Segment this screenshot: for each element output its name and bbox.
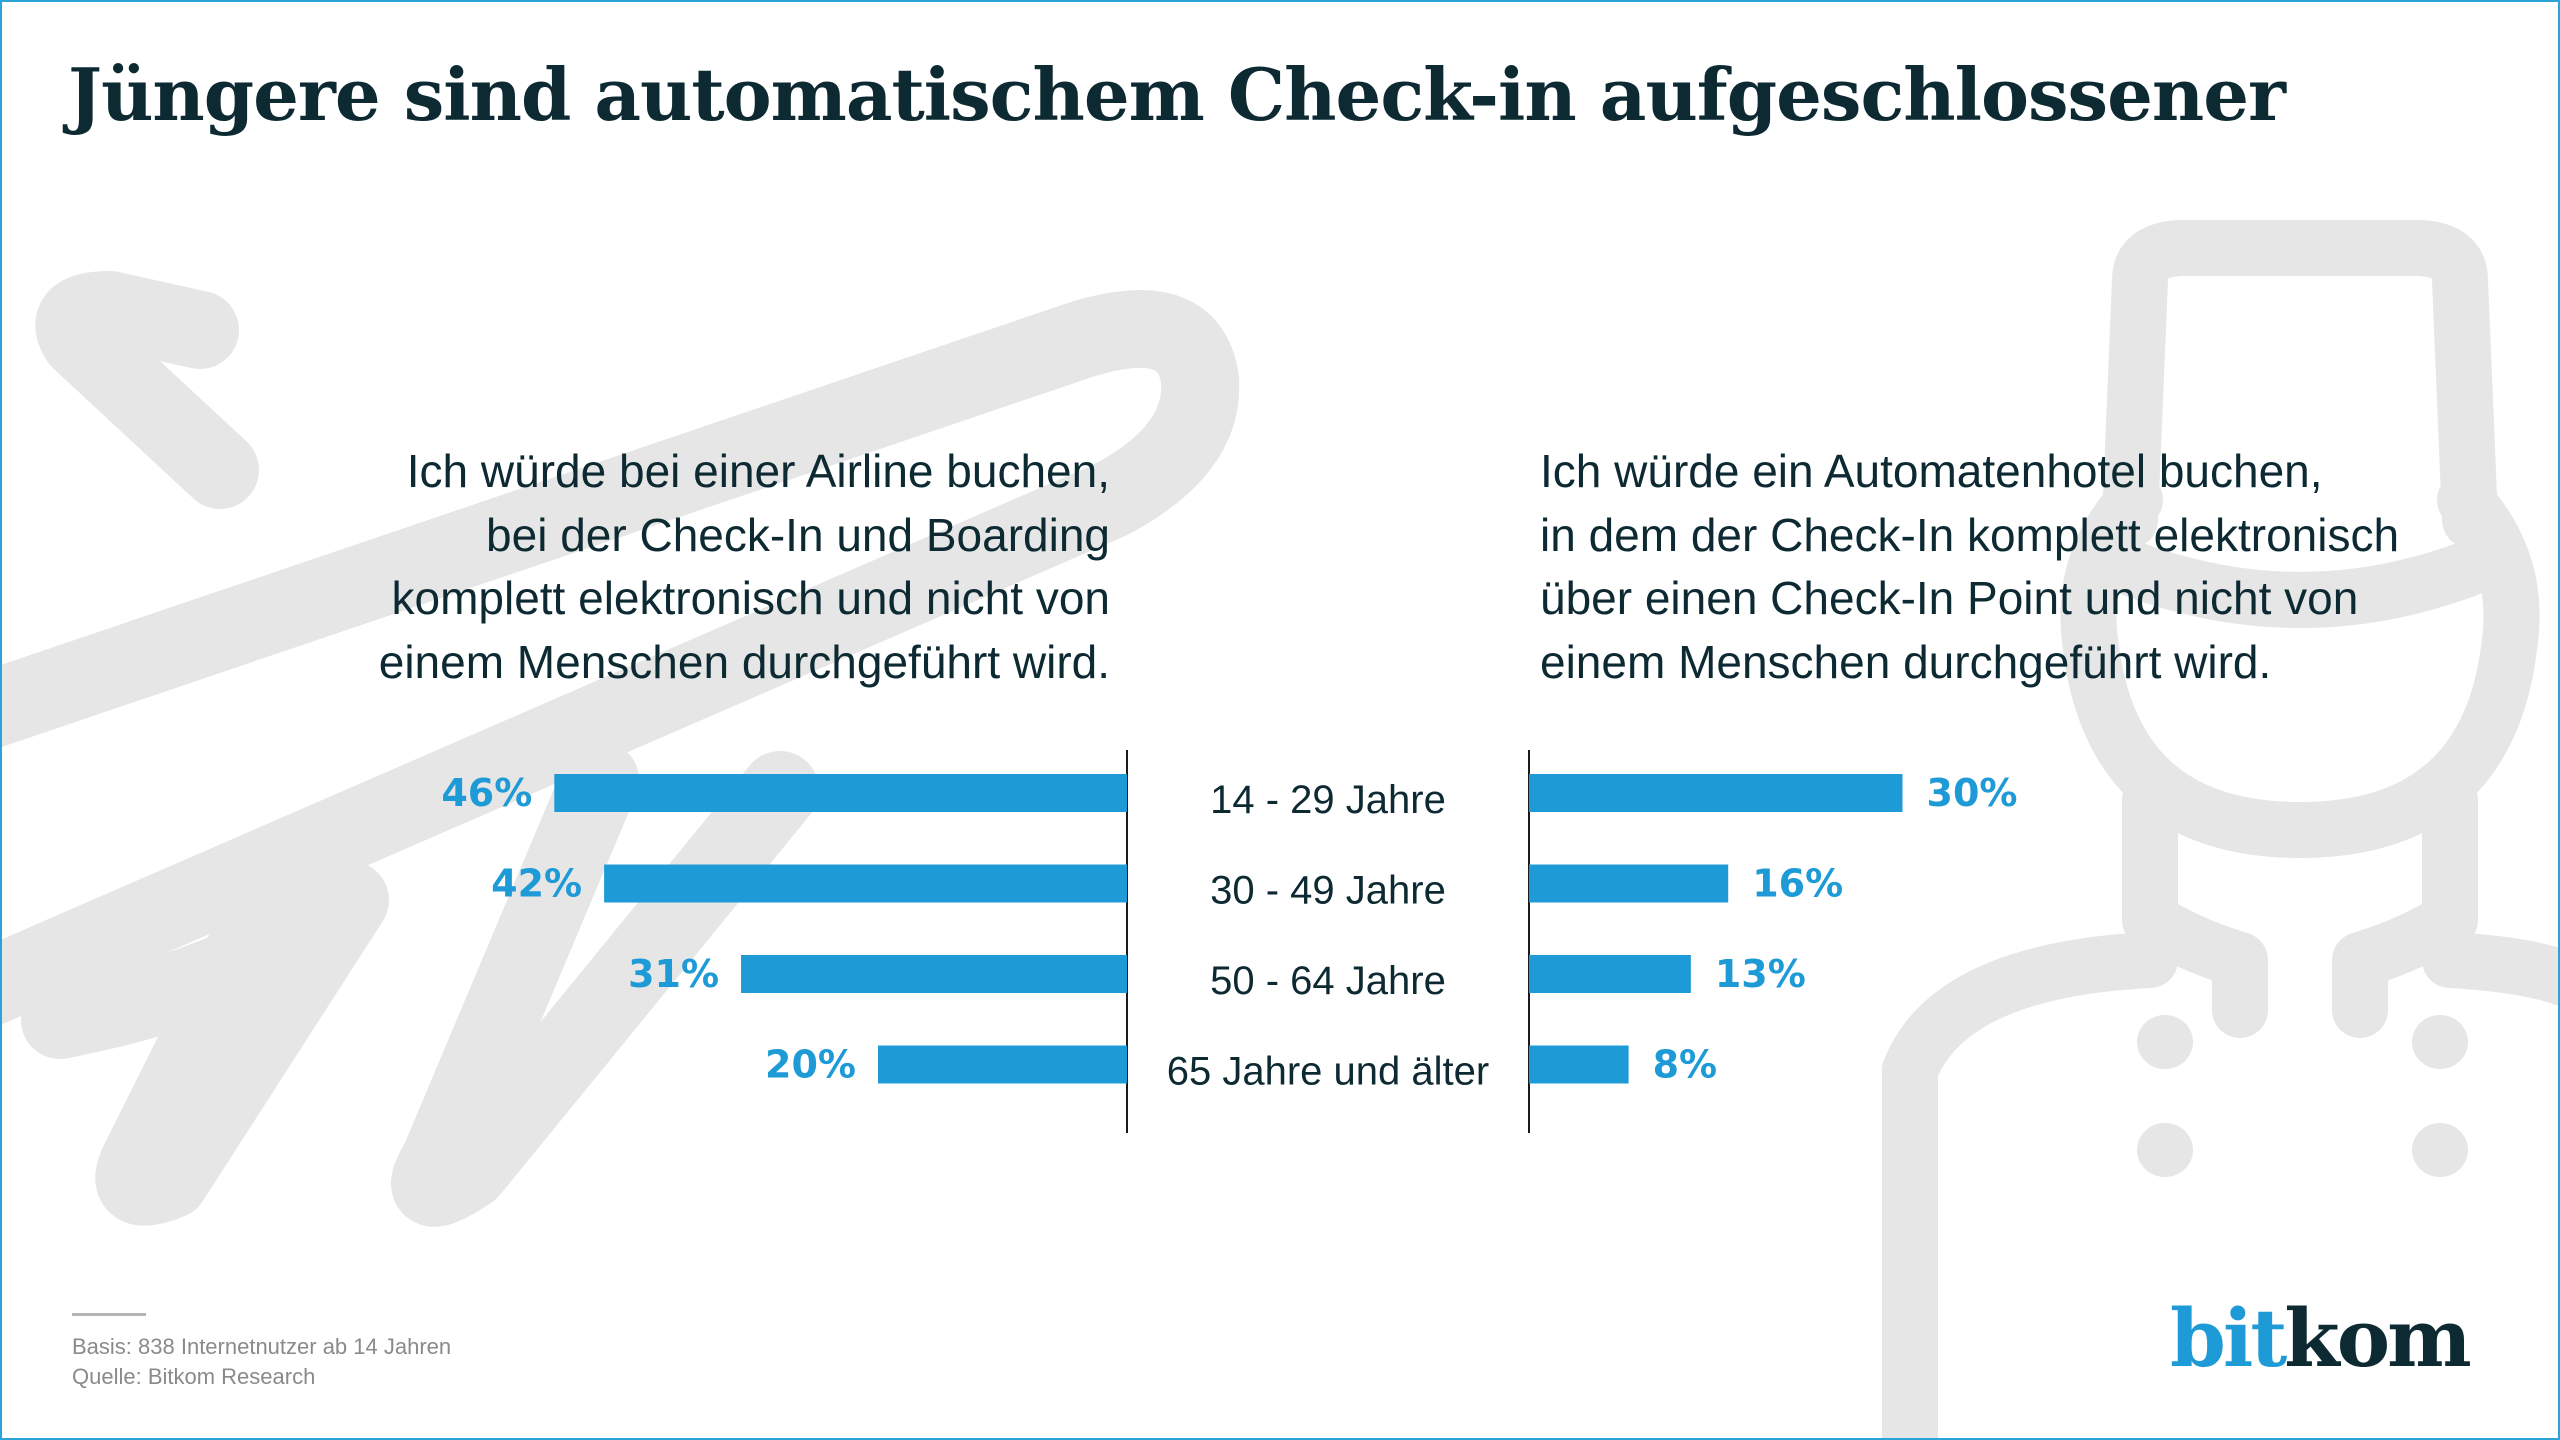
category-label: 65 Jahre und älter	[1167, 1050, 1489, 1094]
left-value-label: 20%	[765, 1043, 856, 1087]
left-question-line: einem Menschen durchgeführt wird.	[378, 635, 1110, 688]
footnote-source: Quelle: Bitkom Research	[72, 1364, 316, 1389]
right-question-line: in dem der Check-In komplett elektronisc…	[1540, 508, 2400, 561]
right-question-line: über einen Check-In Point und nicht von	[1540, 572, 2359, 624]
category-label: 30 - 49 Jahre	[1210, 869, 1446, 913]
logo-part-kom: kom	[2284, 1291, 2471, 1385]
right-value-label: 8%	[1653, 1043, 1718, 1087]
category-label: 14 - 29 Jahre	[1210, 778, 1446, 822]
category-labels: 14 - 29 Jahre 30 - 49 Jahre 50 - 64 Jahre 6…	[1167, 778, 1489, 1094]
left-bar	[878, 1045, 1127, 1084]
button-dot	[2412, 1015, 2468, 1069]
bellboy-buttons	[2137, 1015, 2468, 1177]
left-bar	[554, 774, 1127, 812]
chart-title: Jüngere sind automatischem Check-in aufg…	[68, 52, 2286, 137]
left-value-labels: 46% 42% 31% 20%	[441, 771, 856, 1087]
button-dot	[2137, 1123, 2193, 1177]
right-value-label: 30%	[1927, 771, 2018, 815]
left-bars	[554, 774, 1127, 1084]
right-bars	[1529, 774, 1903, 1084]
right-question-line: einem Menschen durchgeführt wird.	[1540, 635, 2272, 688]
right-question-line: Ich würde ein Automatenhotel buchen,	[1540, 445, 2323, 497]
category-label: 50 - 64 Jahre	[1210, 959, 1446, 1003]
left-question-line: Ich würde bei einer Airline buchen,	[406, 445, 1110, 497]
bitkom-logo: bitkom	[2170, 1298, 2472, 1378]
left-bar	[604, 864, 1127, 903]
right-value-label: 16%	[1752, 862, 1843, 906]
right-value-label: 13%	[1715, 952, 1806, 996]
right-bar	[1529, 864, 1729, 903]
airplane-icon	[0, 271, 1240, 1227]
footnote: Basis: 838 Internetnutzer ab 14 Jahren Q…	[72, 1332, 451, 1392]
footnote-basis: Basis: 838 Internetnutzer ab 14 Jahren	[72, 1334, 452, 1359]
right-value-labels: 30% 16% 13% 8%	[1653, 771, 2018, 1087]
footnote-divider	[72, 1313, 146, 1316]
left-value-label: 46%	[441, 771, 532, 815]
button-dot	[2137, 1015, 2193, 1069]
left-value-label: 31%	[628, 952, 719, 996]
logo-part-bit: bit	[2170, 1291, 2287, 1385]
left-question-line: komplett elektronisch und nicht von	[391, 572, 1110, 624]
right-bar	[1529, 955, 1691, 993]
right-bar	[1529, 1045, 1629, 1084]
bellboy-icon	[1882, 220, 2560, 1440]
left-question-line: bei der Check-In und Boarding	[486, 508, 1110, 561]
button-dot	[2412, 1123, 2468, 1177]
left-value-label: 42%	[491, 862, 582, 906]
right-question: Ich würde ein Automatenhotel buchen, in …	[1540, 440, 2399, 694]
left-bar	[741, 955, 1127, 993]
right-bar	[1529, 774, 1903, 812]
left-question: Ich würde bei einer Airline buchen, bei …	[379, 440, 1110, 694]
